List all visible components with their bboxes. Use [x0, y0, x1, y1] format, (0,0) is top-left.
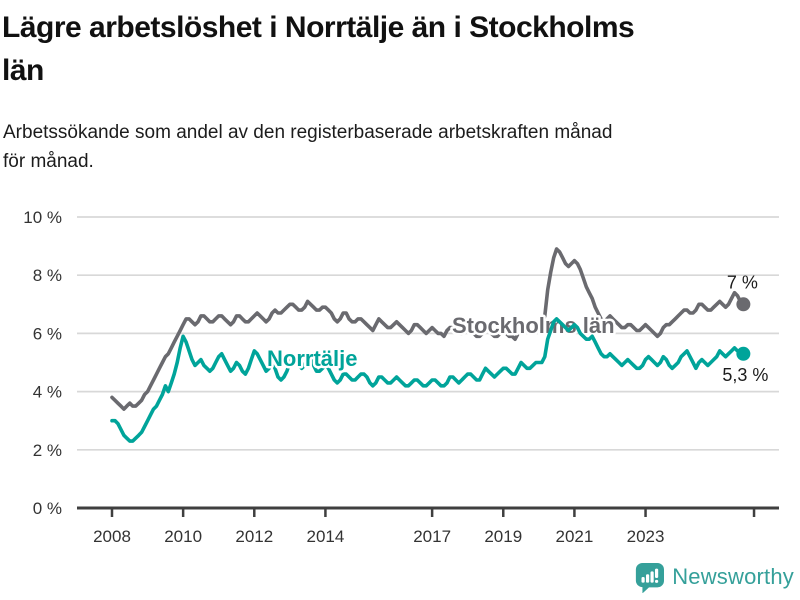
series-end-value-label: 5,3 %	[722, 365, 768, 385]
x-axis-tick-label: 2014	[307, 527, 345, 546]
y-axis-tick-label: 0 %	[33, 499, 62, 518]
y-axis-tick-label: 10 %	[23, 208, 62, 227]
y-axis-tick-label: 8 %	[33, 266, 62, 285]
x-axis-tick-label: 2008	[93, 527, 131, 546]
x-axis-tick-label: 2019	[484, 527, 522, 546]
title-line-1: Lägre arbetslöshet i Norrtälje än i Stoc…	[2, 11, 635, 44]
newsworthy-attribution: Newsworthy	[634, 561, 794, 593]
y-axis-tick-label: 2 %	[33, 441, 62, 460]
x-axis-tick-label: 2023	[627, 527, 665, 546]
page-title: Lägre arbetslöshet i Norrtälje än i Stoc…	[2, 6, 635, 92]
brand-name: Newsworthy	[672, 564, 794, 589]
series-end-dot	[736, 297, 751, 312]
series-end-dot	[736, 346, 751, 361]
series-name-label: Norrtälje	[267, 346, 357, 371]
title-line-2: län	[2, 54, 44, 87]
x-axis-tick-label: 2012	[235, 527, 273, 546]
y-axis-tick-label: 4 %	[33, 383, 62, 402]
series-name-label: Stockholms län	[452, 313, 615, 338]
x-axis-tick-label: 2017	[413, 527, 451, 546]
subtitle-line-2: för månad.	[3, 151, 94, 172]
series-line-norrt-lje	[110, 317, 746, 443]
x-axis-tick-label: 2010	[164, 527, 202, 546]
subtitle-line-1: Arbetssökande som andel av den registerb…	[3, 122, 613, 143]
series-end-value-label: 7 %	[727, 272, 758, 292]
chart-subtitle: Arbetssökande som andel av den registerb…	[3, 118, 612, 176]
series-line-stockholms-l-n	[110, 247, 746, 411]
x-axis-tick-label: 2021	[555, 527, 593, 546]
y-axis-tick-label: 6 %	[33, 324, 62, 343]
bar-chart-speech-bubble-icon	[636, 562, 665, 593]
